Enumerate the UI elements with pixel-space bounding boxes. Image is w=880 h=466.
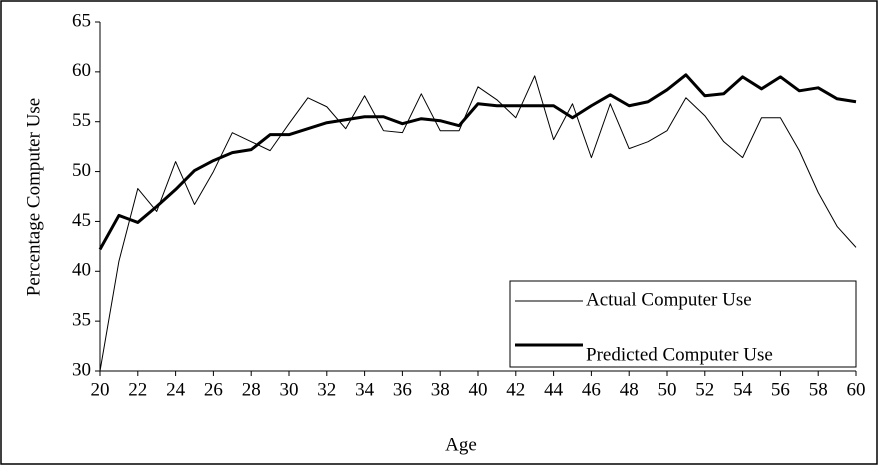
x-axis-label: Age <box>445 434 477 455</box>
legend-label: Actual Computer Use <box>586 289 752 310</box>
x-tick-label: 60 <box>847 379 866 400</box>
x-tick-label: 26 <box>204 379 223 400</box>
y-tick-label: 40 <box>72 260 91 281</box>
x-tick-label: 50 <box>658 379 677 400</box>
x-tick-label: 32 <box>317 379 336 400</box>
x-tick-label: 52 <box>695 379 714 400</box>
x-tick-label: 28 <box>242 379 261 400</box>
y-tick-label: 50 <box>72 160 91 181</box>
x-tick-label: 58 <box>809 379 828 400</box>
x-tick-label: 44 <box>544 379 564 400</box>
x-tick-label: 56 <box>771 379 790 400</box>
x-tick-label: 38 <box>431 379 450 400</box>
data-line <box>99 75 857 372</box>
x-tick-label: 20 <box>91 379 110 400</box>
x-tick-label: 46 <box>582 379 601 400</box>
y-tick-label: 45 <box>72 210 91 231</box>
x-tick-label: 42 <box>506 379 525 400</box>
y-tick-label: 60 <box>72 60 91 81</box>
legend-label: Predicted Computer Use <box>586 344 773 365</box>
x-tick-label: 48 <box>620 379 639 400</box>
x-tick-label: 54 <box>733 379 753 400</box>
x-tick-label: 30 <box>280 379 299 400</box>
y-tick-label: 30 <box>72 359 91 380</box>
y-tick-label: 55 <box>72 110 91 131</box>
x-tick-label: 36 <box>393 379 412 400</box>
y-tick-label: 65 <box>72 10 91 31</box>
y-axis-label: Percentage Computer Use <box>23 98 44 296</box>
x-tick-label: 34 <box>355 379 375 400</box>
x-tick-label: 22 <box>128 379 147 400</box>
legend-box <box>509 280 857 368</box>
x-tick-label: 24 <box>166 379 186 400</box>
y-tick-label: 35 <box>72 310 91 331</box>
x-tick-label: 40 <box>469 379 488 400</box>
data-line <box>98 73 857 251</box>
